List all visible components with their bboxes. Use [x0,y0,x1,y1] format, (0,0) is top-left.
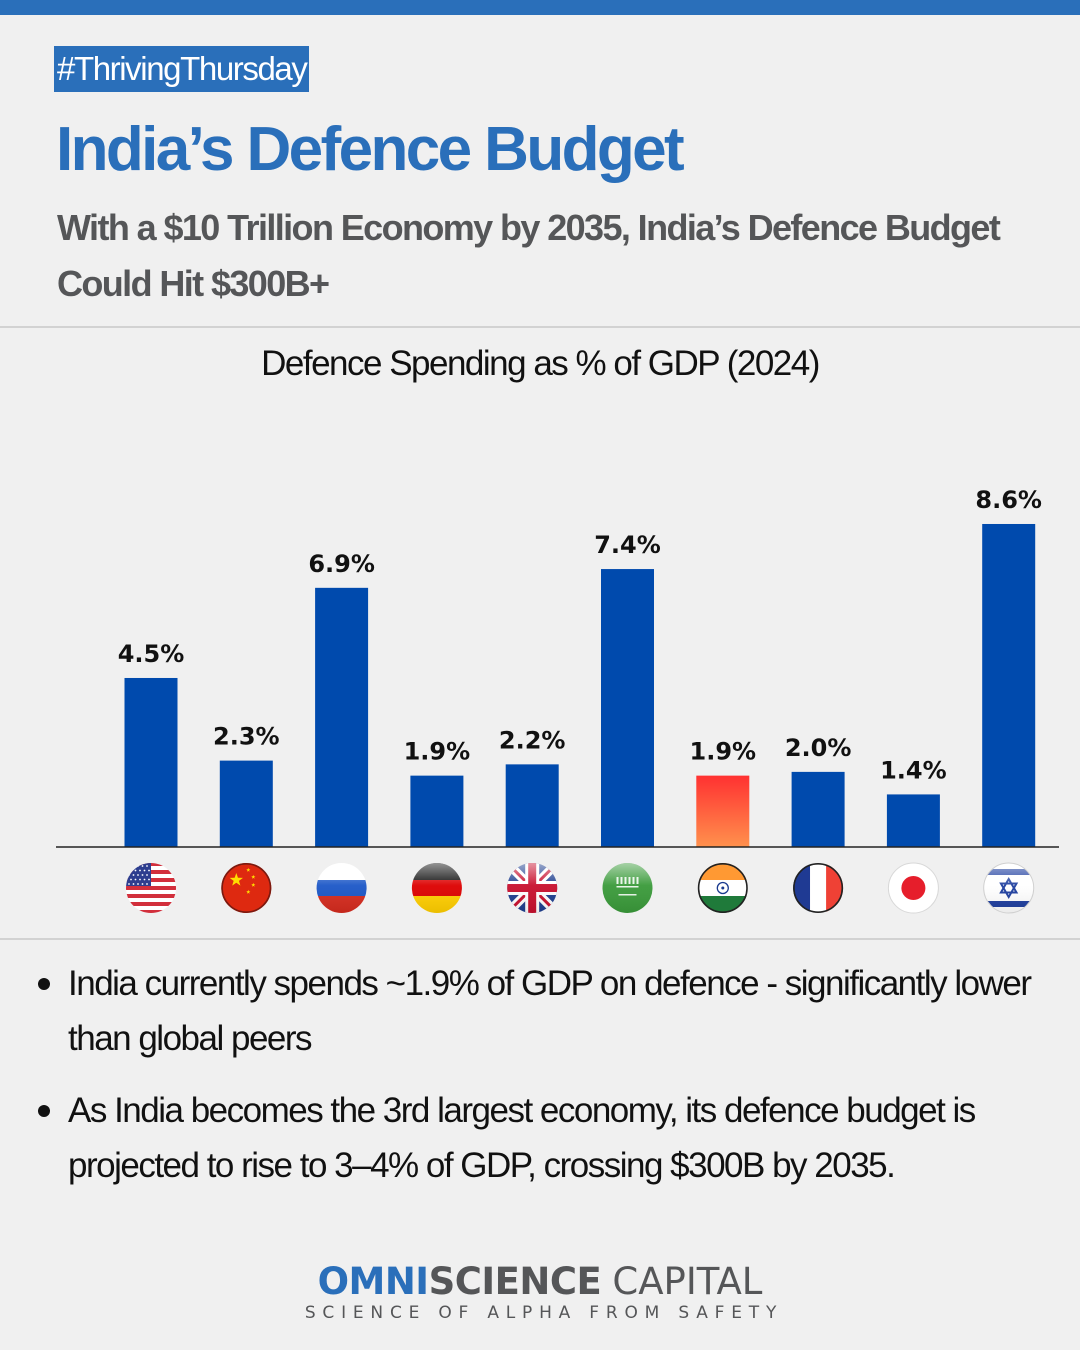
bar-value-label: 4.5% [118,640,185,668]
logo-capital: CAPITAL [612,1260,763,1303]
bar-value-label: 7.4% [594,531,661,559]
bar-value-label: 2.0% [785,734,852,762]
india-flag-icon [697,862,748,914]
brand-logo: OMNISCIENCE CAPITAL SCIENCE OF ALPHA FRO… [0,1262,1080,1324]
bullet-text: India currently spends ~1.9% of GDP on d… [68,964,1032,1058]
bar-value-label: 8.6% [975,486,1042,514]
bar-united-states [124,677,178,847]
bullet-item: India currently spends ~1.9% of GDP on d… [36,956,1056,1066]
bar-russia [315,587,369,847]
bar-united-kingdom [505,764,559,847]
flags-layer [126,862,1035,914]
bar-japan [886,794,940,847]
bar-china [219,760,273,847]
germany-flag-icon [411,863,462,913]
divider-top [0,326,1080,328]
saudi-flag-icon [602,863,653,913]
israel-flag-icon [983,862,1035,914]
japan-flag-icon [887,862,939,914]
logo-wordmark: OMNISCIENCE CAPITAL [0,1262,1080,1302]
bar-value-label: 6.9% [308,550,375,578]
logo-omni: OMNI [317,1260,430,1303]
russia-flag-icon [316,863,367,913]
divider-bottom [0,938,1080,940]
bar-value-label: 1.9% [690,738,757,766]
logo-tagline: SCIENCE OF ALPHA FROM SAFETY [304,1303,784,1323]
bar-value-label: 1.9% [404,738,471,766]
bar-india [696,775,750,847]
logo-science: SCIENCE [428,1260,602,1303]
bullet-dot-icon [38,978,50,990]
china-flag-icon [221,862,272,914]
uk-flag-icon [507,863,558,913]
bullet-dot-icon [38,1105,50,1117]
chart-title: Defence Spending as % of GDP (2024) [261,344,820,383]
bar-value-label: 1.4% [880,756,947,784]
bar-saudi-arabia [601,569,654,847]
bar-value-label: 2.3% [213,723,280,751]
page-title: India’s Defence Budget [56,115,685,184]
bullet-text: As India becomes the 3rd largest economy… [68,1091,976,1185]
france-flag-icon [793,862,844,914]
bar-germany [410,775,464,847]
bullet-item: As India becomes the 3rd largest economy… [36,1083,1056,1193]
bar-chart: 4.5% 2.3% 6.9% 1.9% 2.2% 7.4% 1.9% 2.0% 1.4% 8.6% [56,486,1059,914]
bar-israel [982,523,1036,847]
bar-value-label: 2.2% [499,726,566,754]
bars-layer: 4.5% 2.3% 6.9% 1.9% 2.2% 7.4% 1.9% 2.0% 1.4% 8.6% [118,486,1042,847]
top-accent-bar [0,0,1080,15]
hashtag-label: #ThrivingThursday [54,46,310,92]
bullet-list: India currently spends ~1.9% of GDP on d… [36,956,1056,1210]
us-flag-icon [126,863,176,913]
page-subtitle: With a $10 Trillion Economy by 2035, Ind… [57,207,1001,304]
bar-france [791,771,845,847]
